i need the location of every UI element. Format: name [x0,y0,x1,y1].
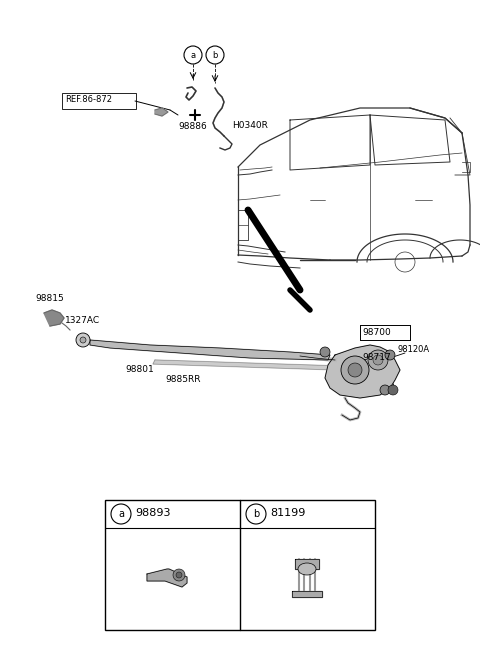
Circle shape [368,350,388,370]
Circle shape [341,356,369,384]
Circle shape [380,385,390,395]
Ellipse shape [298,563,316,575]
Circle shape [320,347,330,357]
Text: H0340R: H0340R [232,120,268,129]
Circle shape [76,333,90,347]
Text: 98801: 98801 [125,365,154,374]
Text: 9885RR: 9885RR [165,375,201,384]
Text: 98120A: 98120A [398,345,430,354]
Circle shape [80,337,86,343]
Bar [105,500,375,630]
Text: 98717: 98717 [362,353,391,362]
Text: 81199: 81199 [270,508,305,518]
Polygon shape [90,340,330,360]
Polygon shape [147,569,187,587]
Text: 98700: 98700 [362,328,391,337]
Polygon shape [44,310,64,326]
Polygon shape [153,360,340,370]
Text: 98815: 98815 [35,294,64,303]
Text: 98893: 98893 [135,508,170,518]
Text: a: a [118,509,124,519]
Circle shape [388,385,398,395]
Polygon shape [325,345,400,398]
Text: a: a [191,51,195,60]
Polygon shape [295,559,319,569]
Text: 1327AC: 1327AC [65,316,100,325]
Polygon shape [155,108,168,116]
Circle shape [385,350,395,360]
Text: b: b [253,509,259,519]
Polygon shape [292,591,322,597]
Circle shape [373,355,383,365]
Circle shape [173,569,185,581]
Circle shape [176,572,182,578]
Circle shape [348,363,362,377]
Text: 98886: 98886 [179,122,207,131]
Text: b: b [212,51,218,60]
Text: REF.86-872: REF.86-872 [65,95,112,104]
